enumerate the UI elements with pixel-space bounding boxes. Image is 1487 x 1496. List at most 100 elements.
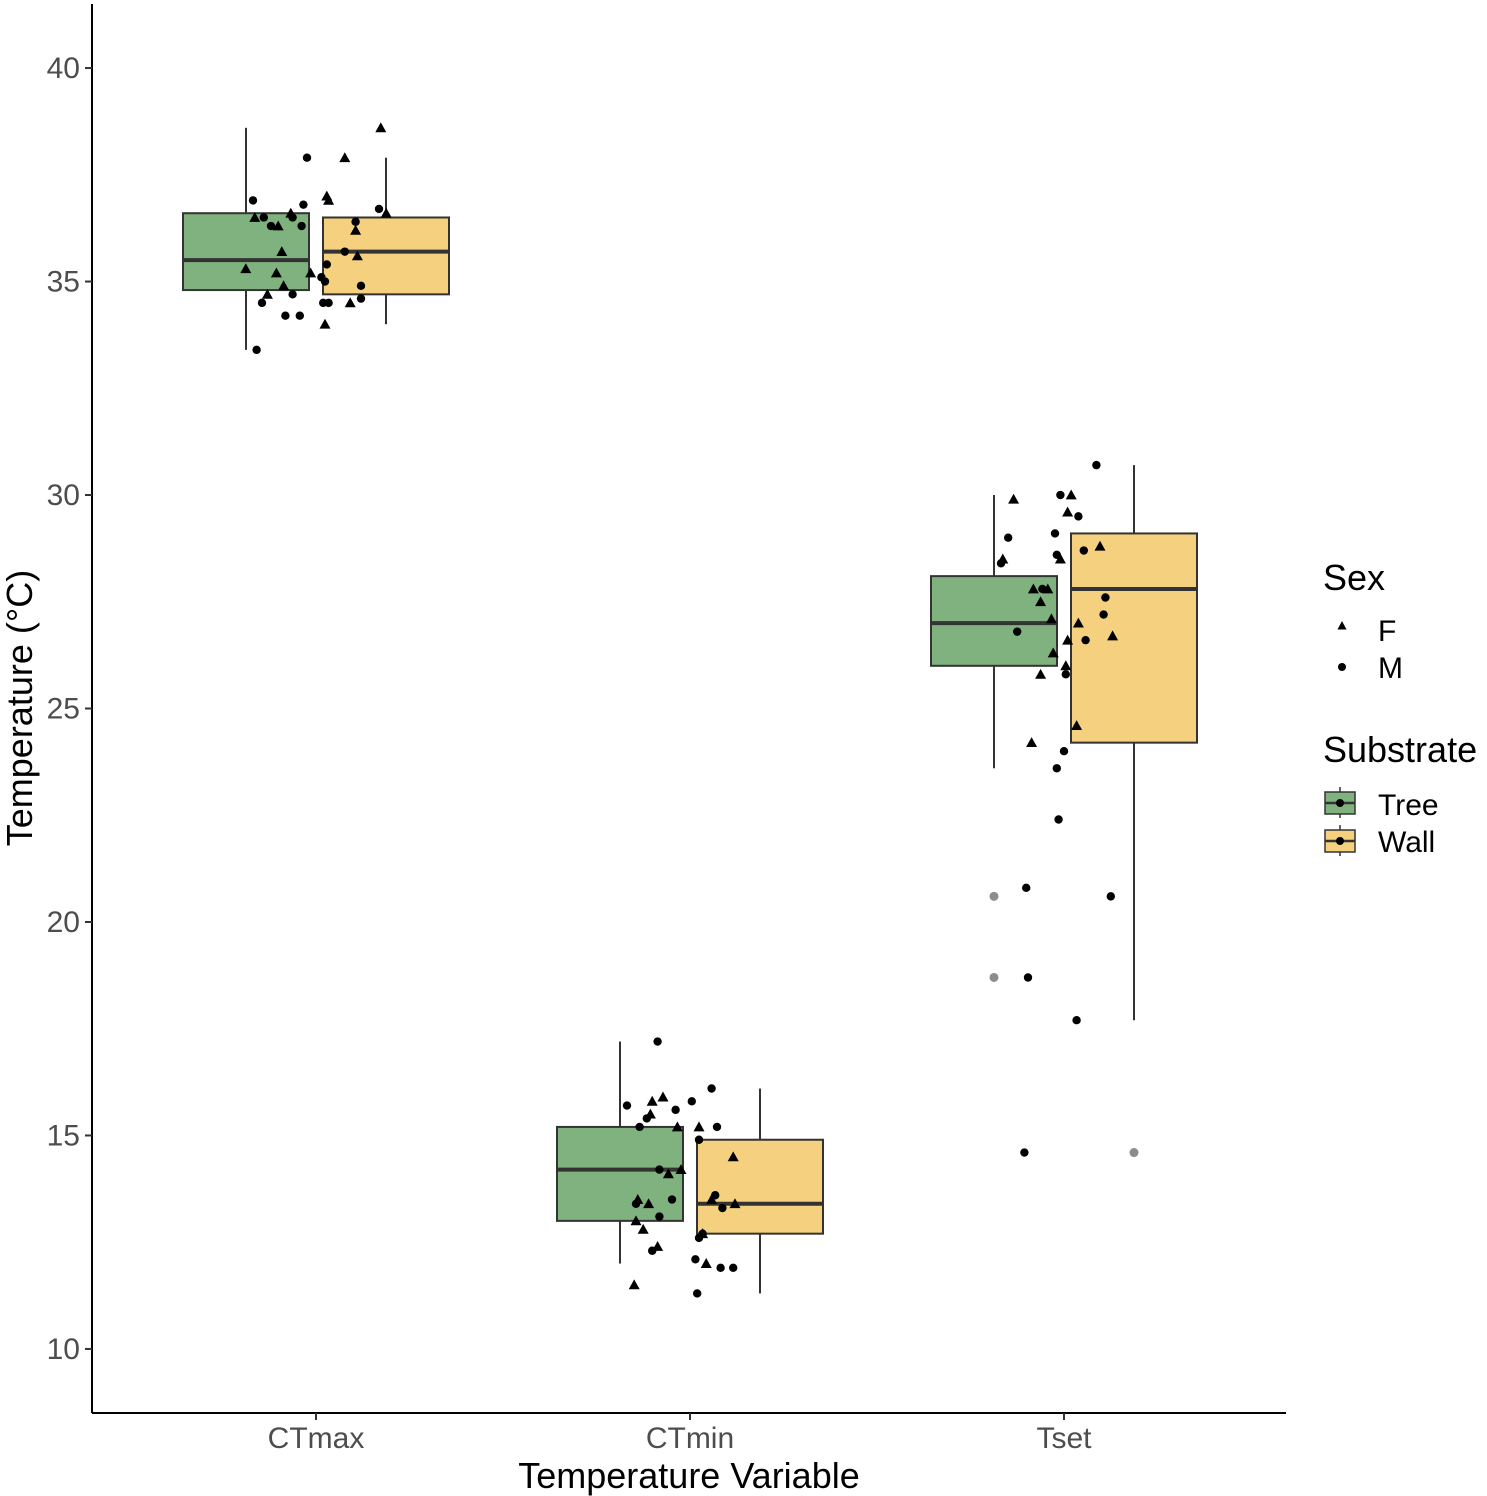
- box-ctmin-wall: [696, 1138, 824, 1235]
- point-female: [1107, 630, 1119, 641]
- point-female: [249, 211, 261, 222]
- legend-sex-title: Sex: [1323, 557, 1385, 598]
- point-female: [632, 1194, 644, 1204]
- point-female: [628, 1279, 640, 1290]
- y-tick-label: 35: [47, 266, 80, 299]
- point-male: [1079, 546, 1089, 555]
- legend-label-wall: Wall: [1378, 826, 1435, 859]
- point-female: [1060, 660, 1072, 671]
- point-female: [375, 122, 387, 133]
- point-male: [295, 311, 304, 320]
- point-female: [1008, 493, 1020, 504]
- box-tset-tree: [930, 575, 1058, 667]
- point-female: [675, 1164, 687, 1175]
- point-female: [1035, 668, 1047, 679]
- legend-label-f: F: [1378, 615, 1396, 648]
- point-male: [1020, 1148, 1029, 1157]
- box-tset-wall: [1070, 532, 1198, 744]
- point-male: [671, 1105, 680, 1115]
- point-male: [1072, 1015, 1081, 1025]
- point-male: [1074, 512, 1083, 521]
- point-male: [1101, 593, 1110, 602]
- point-male: [707, 1084, 716, 1093]
- point-male: [635, 1122, 644, 1132]
- point-male: [302, 153, 312, 162]
- point-female: [646, 1095, 658, 1106]
- point-male: [698, 1229, 707, 1238]
- point-male: [281, 311, 290, 320]
- point-female: [1026, 737, 1038, 748]
- y-tick-label: 30: [47, 479, 80, 512]
- legend-key-wall: [1324, 825, 1356, 856]
- point-female: [643, 1198, 655, 1209]
- y-tick-label: 25: [47, 693, 80, 726]
- point-male: [248, 196, 258, 205]
- point-male: [259, 213, 268, 222]
- point-male: [1050, 529, 1060, 538]
- point-male: [693, 1289, 702, 1298]
- legend-key-tree: [1324, 787, 1356, 818]
- point-female: [1047, 647, 1059, 658]
- point-male: [687, 1097, 696, 1106]
- x-tick-label: CTmin: [646, 1422, 734, 1455]
- point-male: [694, 1135, 704, 1144]
- point-male: [252, 345, 261, 355]
- point-male: [718, 1203, 727, 1213]
- point-male: [351, 217, 360, 226]
- point-male: [356, 281, 366, 290]
- point-female: [1062, 506, 1074, 517]
- point-female: [637, 1223, 649, 1234]
- box-ctmax-wall: [322, 216, 450, 296]
- point-male: [322, 260, 331, 269]
- point-male: [712, 1122, 722, 1132]
- point-male: [711, 1191, 720, 1200]
- point-male: [288, 213, 297, 222]
- point-female: [657, 1091, 669, 1102]
- legend-m-circle-icon: [1338, 663, 1346, 671]
- point-male: [257, 298, 267, 308]
- point-female: [1062, 634, 1074, 645]
- point-female: [662, 1168, 674, 1179]
- point-female: [261, 288, 273, 299]
- point-female: [652, 1240, 664, 1251]
- point-male: [1061, 670, 1071, 679]
- point-male: [729, 1263, 738, 1273]
- point-male: [716, 1263, 725, 1273]
- y-axis-title: Temperature (°C): [0, 570, 40, 846]
- point-female: [350, 224, 362, 235]
- point-female: [240, 263, 252, 274]
- point-male: [324, 298, 333, 308]
- point-female: [644, 1108, 656, 1119]
- legend-label-tree: Tree: [1378, 789, 1439, 822]
- point-male: [374, 204, 384, 214]
- point-male: [1092, 460, 1101, 470]
- point-female: [305, 267, 317, 278]
- point-female: [319, 318, 331, 329]
- point-female: [727, 1151, 739, 1162]
- point-female: [1027, 583, 1039, 594]
- point-male: [356, 294, 366, 303]
- point-female: [706, 1194, 718, 1204]
- legend-substrate-title: Substrate: [1323, 729, 1477, 770]
- point-male: [288, 290, 297, 299]
- point-male: [622, 1101, 632, 1110]
- box-tset-wall-outlier: [1129, 1148, 1139, 1158]
- point-female: [729, 1198, 741, 1209]
- point-female: [1035, 596, 1047, 607]
- point-female: [630, 1215, 642, 1226]
- point-male: [297, 221, 306, 231]
- box-tset-tree-outlier: [989, 891, 999, 901]
- box-ctmin-tree: [556, 1125, 684, 1222]
- point-male: [320, 277, 330, 286]
- x-tick-label: Tset: [1036, 1422, 1092, 1455]
- legend: Sex F M Substrate Tree Wall: [1323, 557, 1477, 859]
- point-male: [1081, 635, 1090, 645]
- point-male: [1023, 973, 1033, 982]
- point-male: [1052, 764, 1062, 773]
- point-male: [1099, 610, 1108, 619]
- point-male: [1056, 490, 1065, 500]
- legend-label-m: M: [1378, 652, 1403, 685]
- point-male: [340, 247, 349, 256]
- box-tset-tree-outlier: [989, 972, 999, 982]
- point-male: [1106, 892, 1116, 901]
